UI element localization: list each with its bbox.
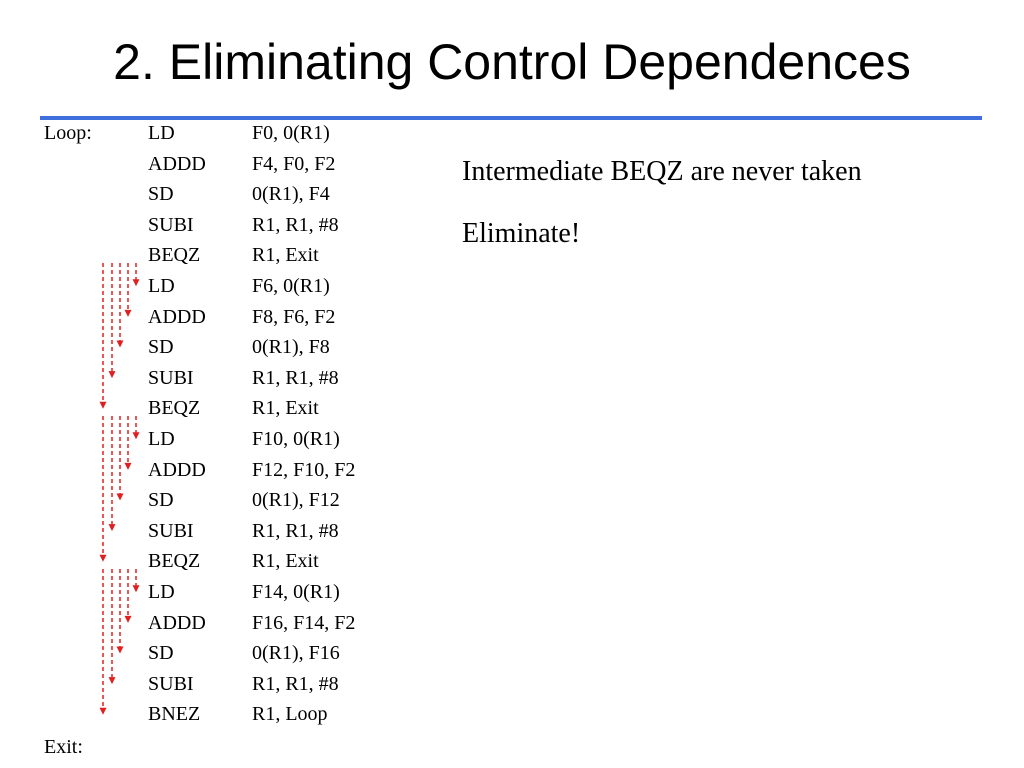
- dependence-arrow-head: [108, 677, 116, 685]
- operands: R1, Loop: [252, 703, 328, 726]
- operands: R1, Exit: [252, 397, 319, 420]
- opcode: BEQZ: [148, 550, 201, 573]
- note-never-taken: Intermediate BEQZ are never taken: [462, 156, 862, 187]
- operands: R1, R1, #8: [252, 519, 339, 542]
- opcode: ADDD: [148, 305, 206, 328]
- operands: 0(R1), F4: [252, 183, 330, 206]
- opcode: SUBI: [148, 213, 194, 236]
- opcode: LD: [148, 427, 175, 450]
- dependence-arrow-head: [132, 279, 140, 287]
- dependence-arrow-head: [124, 309, 132, 317]
- dependence-arrow-head: [108, 371, 116, 379]
- opcode: LD: [148, 122, 175, 144]
- dependence-arrow-head: [116, 646, 124, 654]
- opcode: ADDD: [148, 152, 206, 175]
- opcode: BEQZ: [148, 397, 201, 420]
- operands: F10, 0(R1): [252, 427, 340, 450]
- dependence-arrow-head: [116, 493, 124, 501]
- opcode: LD: [148, 274, 175, 297]
- operands: 0(R1), F12: [252, 489, 340, 512]
- dependence-arrow-head: [124, 462, 132, 470]
- operands: F8, F6, F2: [252, 305, 336, 328]
- operands: R1, R1, #8: [252, 213, 339, 236]
- dependence-arrow-head: [116, 340, 124, 348]
- exit-label: Exit:: [44, 736, 83, 758]
- opcode: SD: [148, 489, 174, 512]
- dependence-arrow-head: [99, 554, 107, 562]
- dependence-arrow-head: [132, 585, 140, 593]
- opcode: SUBI: [148, 366, 194, 389]
- opcode: SUBI: [148, 672, 194, 695]
- opcode: SD: [148, 183, 174, 206]
- operands: F0, 0(R1): [252, 122, 330, 144]
- operands: F4, F0, F2: [252, 152, 336, 175]
- dependence-arrow-head: [108, 524, 116, 532]
- dependence-arrow-head: [124, 615, 132, 623]
- dependence-arrow-head: [99, 401, 107, 409]
- notes: Intermediate BEQZ are never taken Elimin…: [462, 152, 862, 276]
- slide-title: 2. Eliminating Control Dependences: [113, 34, 911, 90]
- opcode: BEQZ: [148, 244, 201, 267]
- opcode: SUBI: [148, 519, 194, 542]
- dependence-arrow-head: [132, 432, 140, 440]
- operands: F12, F10, F2: [252, 458, 356, 481]
- loop-label: Loop:: [44, 122, 92, 144]
- operands: F14, 0(R1): [252, 580, 340, 603]
- dependence-arrow-head: [99, 707, 107, 715]
- operands: 0(R1), F16: [252, 642, 340, 665]
- operands: F16, F14, F2: [252, 611, 356, 634]
- operands: R1, Exit: [252, 244, 319, 267]
- operands: 0(R1), F8: [252, 336, 330, 359]
- operands: F6, 0(R1): [252, 274, 330, 297]
- opcode: ADDD: [148, 611, 206, 634]
- note-eliminate: Eliminate!: [462, 218, 581, 249]
- operands: R1, R1, #8: [252, 366, 339, 389]
- operands: R1, Exit: [252, 550, 319, 573]
- opcode: ADDD: [148, 458, 206, 481]
- opcode: LD: [148, 580, 175, 603]
- opcode: BNEZ: [148, 703, 201, 726]
- opcode: SD: [148, 642, 174, 665]
- title-underline: [40, 116, 982, 120]
- operands: R1, R1, #8: [252, 672, 339, 695]
- opcode: SD: [148, 336, 174, 359]
